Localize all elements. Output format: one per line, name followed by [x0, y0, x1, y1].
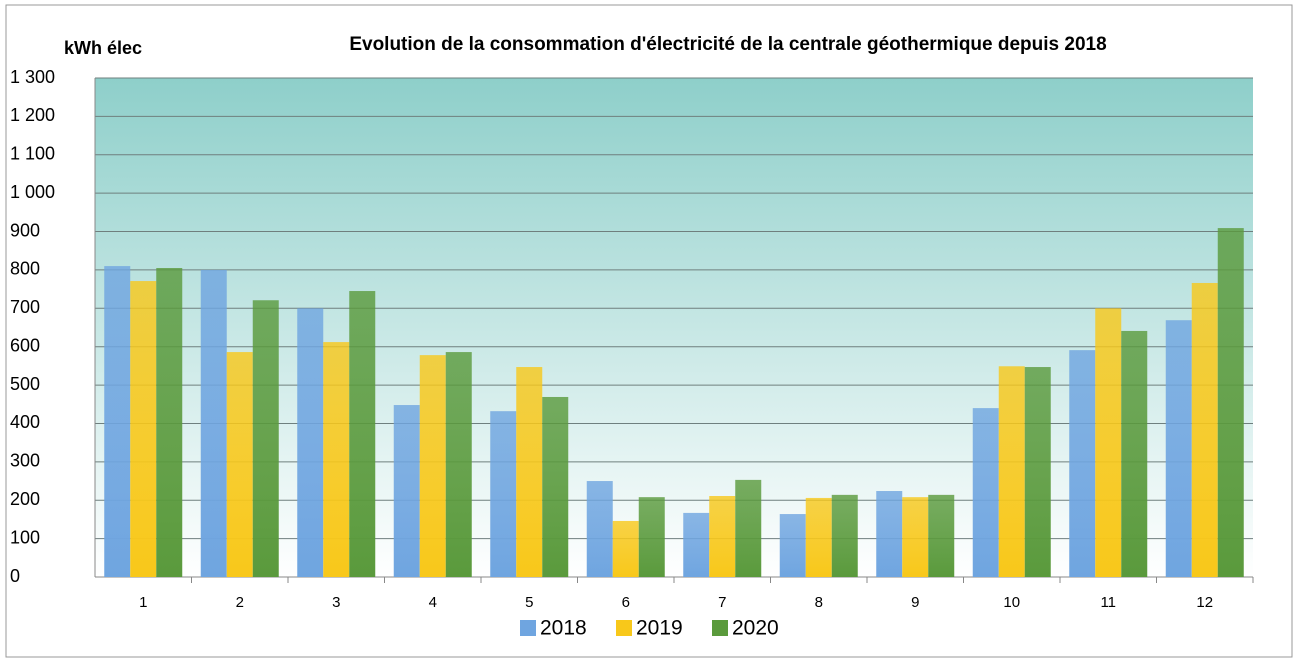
bar: [1069, 350, 1096, 577]
bar: [516, 367, 543, 577]
x-tick-label: 12: [1196, 594, 1213, 611]
plot-area: [95, 78, 1253, 577]
legend-label: 2019: [636, 617, 683, 640]
y-tick-label: 600: [10, 335, 40, 355]
chart-title: Evolution de la consommation d'électrici…: [349, 34, 1106, 55]
bar: [104, 266, 131, 577]
bar: [542, 396, 569, 577]
bar: [928, 494, 955, 577]
y-tick-label: 100: [10, 527, 40, 547]
x-tick-label: 2: [236, 594, 244, 611]
bar: [902, 497, 929, 577]
bar: [1165, 320, 1192, 577]
x-tick-label: 3: [332, 594, 340, 611]
bar: [638, 497, 665, 577]
y-tick-label: 300: [10, 451, 40, 471]
legend-label: 2020: [732, 617, 779, 640]
bar: [200, 269, 227, 577]
bar: [419, 355, 446, 577]
bar: [349, 291, 376, 577]
y-tick-label: 500: [10, 374, 40, 394]
bar: [998, 366, 1025, 577]
y-tick-label: 1 100: [10, 144, 55, 164]
y-tick-label: 200: [10, 489, 40, 509]
y-tick-label: 900: [10, 220, 40, 240]
x-tick-label: 8: [815, 594, 823, 611]
bar: [876, 491, 903, 577]
legend-label: 2018: [540, 617, 587, 640]
x-tick-label: 5: [525, 594, 533, 611]
bar: [1095, 308, 1122, 577]
bar: [252, 300, 279, 577]
x-tick-label: 10: [1003, 594, 1020, 611]
bar: [972, 408, 999, 577]
y-tick-label: 400: [10, 412, 40, 432]
bar: [323, 342, 350, 577]
bar: [393, 405, 420, 577]
bar: [445, 352, 472, 577]
bar: [226, 352, 253, 577]
legend-swatch: [520, 620, 536, 636]
bar: [1024, 367, 1051, 577]
y-tick-label: 1 300: [10, 67, 55, 87]
bar: [735, 479, 762, 577]
bar: [586, 481, 613, 577]
x-tick-label: 6: [622, 594, 630, 611]
bar: [490, 411, 517, 577]
legend-swatch: [712, 620, 728, 636]
x-tick-label: 9: [911, 594, 919, 611]
y-tick-label: 1 200: [10, 105, 55, 125]
bar: [709, 496, 736, 577]
y-tick-label: 800: [10, 259, 40, 279]
bar: [831, 494, 858, 577]
bar: [130, 281, 157, 577]
x-tick-label: 4: [429, 594, 437, 611]
legend-swatch: [616, 620, 632, 636]
y-tick-label: 0: [10, 566, 20, 586]
x-tick-label: 11: [1100, 594, 1116, 611]
bar: [156, 268, 183, 577]
x-tick-label: 1: [139, 594, 147, 611]
y-tick-label: 1 000: [10, 182, 55, 202]
y-axis-label: kWh élec: [64, 38, 142, 58]
x-tick-label: 7: [718, 594, 726, 611]
bar: [1191, 282, 1218, 577]
bar: [1121, 330, 1148, 577]
bar: [683, 512, 710, 577]
bar: [612, 520, 639, 577]
bar: [1217, 228, 1244, 577]
bar: [779, 514, 806, 577]
y-tick-label: 700: [10, 297, 40, 317]
bar: [297, 308, 324, 577]
bar: [805, 497, 832, 577]
